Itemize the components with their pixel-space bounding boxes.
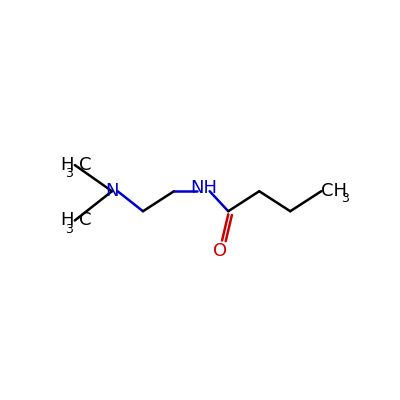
Text: H: H bbox=[60, 212, 73, 230]
Text: C: C bbox=[80, 212, 92, 230]
Text: NH: NH bbox=[190, 179, 217, 197]
Text: 3: 3 bbox=[65, 223, 73, 236]
Text: CH: CH bbox=[321, 182, 347, 200]
Text: C: C bbox=[80, 156, 92, 174]
Text: N: N bbox=[105, 182, 119, 200]
Text: O: O bbox=[214, 242, 228, 260]
Text: H: H bbox=[60, 156, 73, 174]
Text: 3: 3 bbox=[341, 192, 349, 206]
Text: 3: 3 bbox=[65, 167, 73, 180]
